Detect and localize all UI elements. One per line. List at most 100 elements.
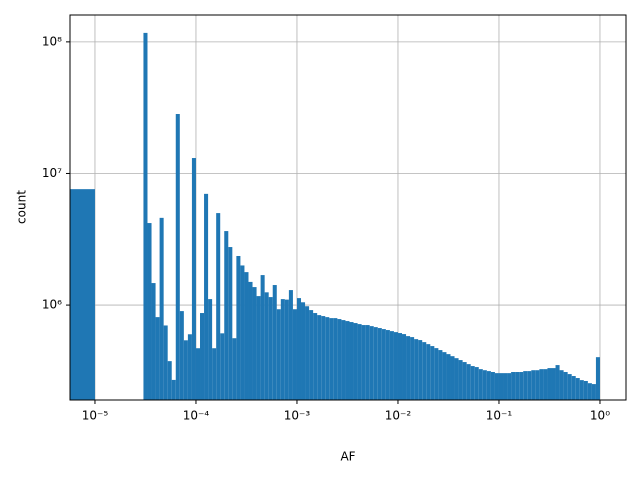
bar <box>175 114 180 400</box>
bar <box>305 306 310 400</box>
bar <box>301 302 306 400</box>
bar <box>313 313 318 400</box>
bar <box>474 367 479 400</box>
bar <box>232 338 237 400</box>
ticks: 10⁻⁵ 10⁻⁴ 10⁻³ 10⁻² 10⁻¹ 10⁰ 10⁶ 10⁷ 10⁸ <box>42 34 610 422</box>
bar <box>422 342 427 400</box>
bar <box>236 256 241 400</box>
bar <box>317 315 322 400</box>
bar <box>519 372 524 400</box>
bar <box>575 378 580 400</box>
bar <box>341 320 346 400</box>
bar <box>482 370 487 400</box>
bar <box>434 348 439 400</box>
x-tick-label: 10⁰ <box>590 409 610 423</box>
bar <box>204 193 209 400</box>
bar <box>393 332 398 400</box>
bar <box>503 373 508 400</box>
bar <box>357 324 362 400</box>
bar <box>228 247 233 400</box>
bar <box>498 373 504 400</box>
bar <box>567 374 572 400</box>
bar <box>280 299 285 400</box>
bar <box>200 313 205 400</box>
bar <box>551 368 556 400</box>
y-tick-label: 10⁷ <box>42 166 62 180</box>
bar <box>470 366 475 400</box>
bar <box>349 322 354 400</box>
bar <box>309 310 314 400</box>
bar <box>559 370 564 400</box>
x-tick-label: 10⁻¹ <box>486 409 513 423</box>
bar <box>410 337 415 400</box>
bar <box>187 334 192 400</box>
bar <box>292 309 297 400</box>
bar <box>240 265 245 400</box>
bar <box>494 373 499 400</box>
bar <box>70 189 95 400</box>
bar <box>381 329 386 400</box>
bar <box>458 360 463 400</box>
bar <box>268 297 273 400</box>
bar <box>466 364 471 400</box>
bar <box>345 321 350 400</box>
bar <box>385 330 390 400</box>
x-tick-label: 10⁻³ <box>284 409 311 423</box>
bar <box>414 339 419 400</box>
bar <box>224 231 229 400</box>
bar <box>462 362 467 400</box>
bar <box>216 213 221 400</box>
plot-frame <box>69 14 627 401</box>
bar <box>438 350 443 400</box>
bar <box>361 325 366 400</box>
x-tick-label: 10⁻⁴ <box>183 409 210 423</box>
bar <box>486 371 491 400</box>
bar <box>418 340 423 400</box>
bar <box>272 285 277 400</box>
bar <box>547 368 552 400</box>
bar <box>244 272 249 400</box>
bar <box>260 275 265 400</box>
x-tick-label: 10⁻² <box>385 409 412 423</box>
bar <box>515 372 520 400</box>
bar <box>163 325 168 400</box>
bar <box>183 340 188 400</box>
bar <box>454 358 459 400</box>
bar <box>587 383 592 400</box>
bar <box>563 372 568 400</box>
bar <box>220 333 225 400</box>
bar <box>389 331 394 400</box>
bar <box>543 369 548 400</box>
bar <box>527 371 532 400</box>
bar <box>539 369 544 400</box>
bar <box>353 323 358 400</box>
bar <box>478 369 483 400</box>
bar <box>284 299 289 400</box>
bar <box>155 317 160 400</box>
bars <box>70 32 600 400</box>
bar <box>288 290 293 400</box>
bar <box>442 352 447 400</box>
y-tick-label: 10⁶ <box>42 298 62 312</box>
bar <box>507 373 512 400</box>
bar <box>365 325 370 400</box>
y-tick-label: 10⁸ <box>42 34 62 48</box>
bar <box>252 287 257 400</box>
y-axis-label: count <box>15 190 29 224</box>
bar <box>446 354 451 400</box>
bar <box>426 344 431 400</box>
bar <box>373 327 378 400</box>
bar <box>402 334 407 400</box>
bar <box>321 316 326 400</box>
bar <box>159 217 164 400</box>
bar <box>535 370 540 400</box>
bar <box>555 365 560 400</box>
bar <box>329 318 334 400</box>
bar <box>212 348 217 400</box>
bar <box>511 372 516 400</box>
bar <box>264 292 269 400</box>
bar <box>523 371 528 400</box>
bar <box>369 326 374 400</box>
bar <box>397 333 403 400</box>
